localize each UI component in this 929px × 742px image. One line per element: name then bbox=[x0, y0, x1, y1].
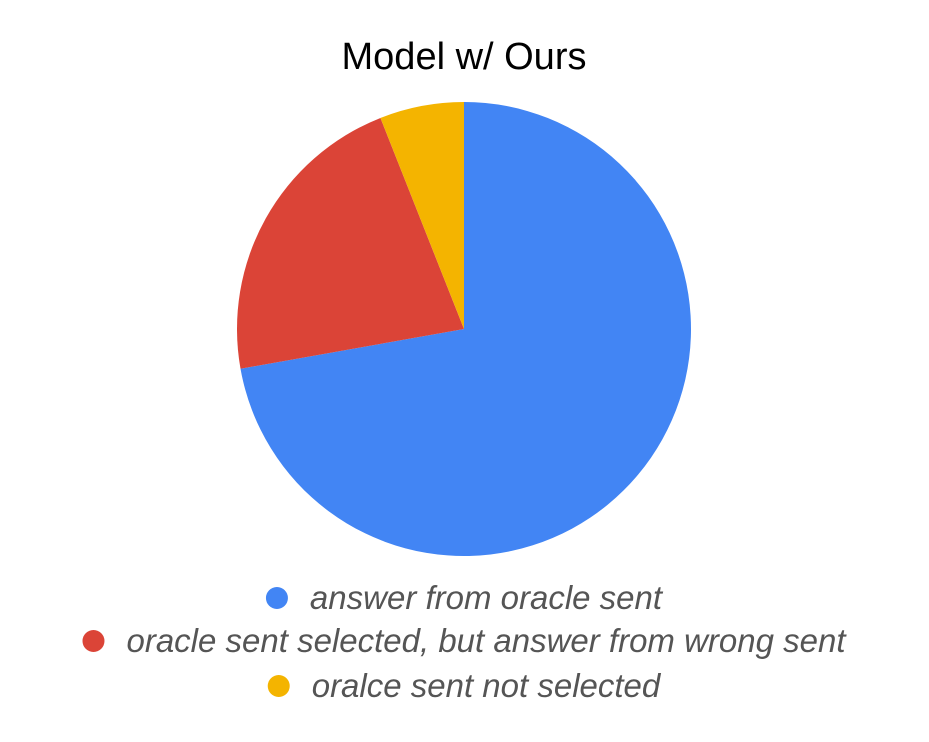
legend-item: oralce sent not selected bbox=[267, 667, 662, 704]
legend-marker bbox=[267, 675, 290, 697]
legend-item: answer from oracle sent bbox=[265, 579, 664, 616]
legend-marker bbox=[265, 587, 288, 609]
legend-marker bbox=[82, 630, 105, 652]
chart-title: Model w/ Ours bbox=[342, 36, 587, 78]
legend-label: oracle sent selected, but answer from wr… bbox=[126, 622, 847, 659]
pie-slice-1 bbox=[240, 102, 691, 556]
pie-slice-2 bbox=[236, 117, 464, 369]
legend: answer from oracle sent oracle sent selec… bbox=[82, 579, 847, 704]
pie-slice-3 bbox=[380, 102, 464, 329]
legend-label: oralce sent not selected bbox=[312, 667, 662, 704]
pie-slices bbox=[236, 102, 691, 556]
legend-label: answer from oracle sent bbox=[310, 579, 664, 616]
legend-item: oracle sent selected, but answer from wr… bbox=[82, 622, 847, 659]
